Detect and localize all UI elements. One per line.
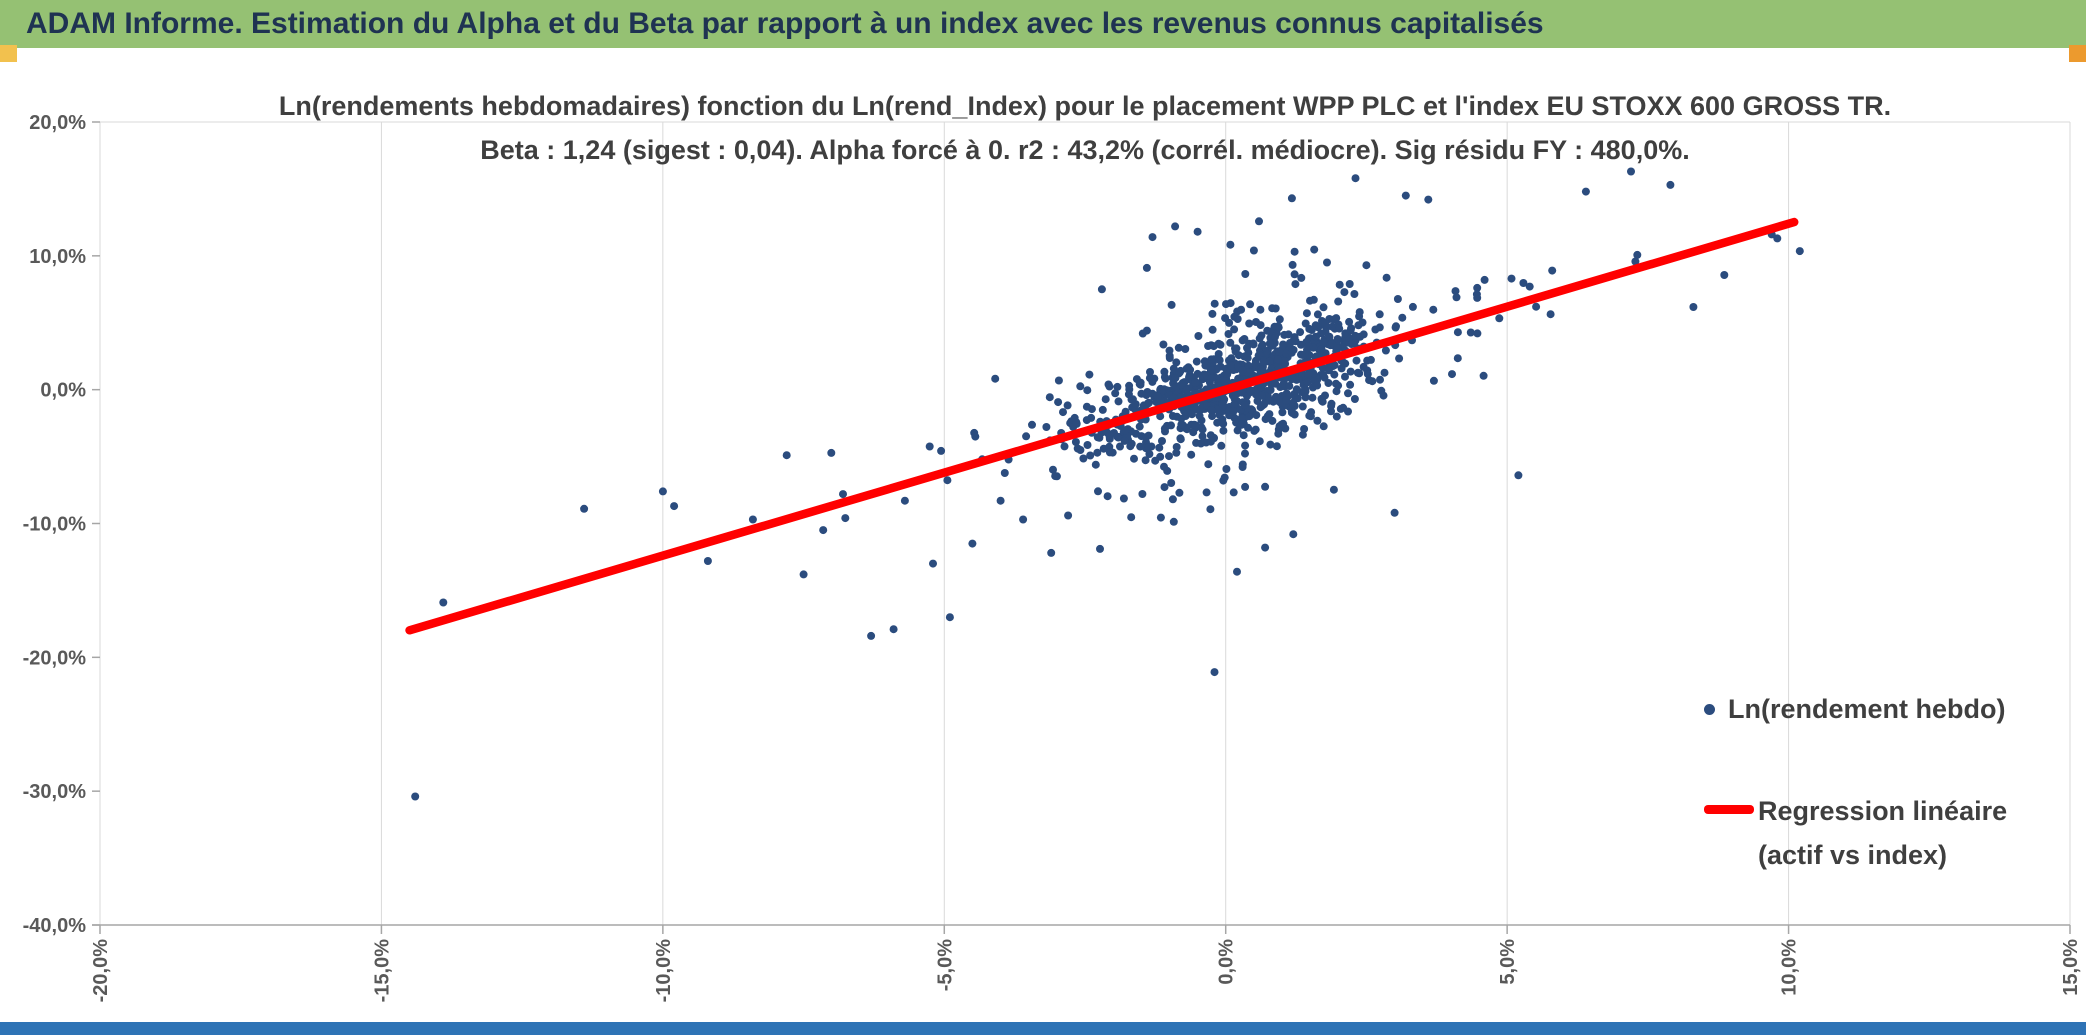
y-tick-label: 20,0% [29, 112, 86, 134]
legend-item-regression[interactable]: Regression linéaire (actif vs index) [1704, 789, 2007, 877]
x-tick-label: -15,0% [371, 939, 393, 1003]
scatter-outlier-point [1210, 668, 1219, 677]
scatter-outlier-point [1233, 567, 1241, 576]
scatter-outlier-point [1773, 234, 1782, 243]
scatter-outlier-point [1047, 548, 1056, 557]
scatter-outlier-point [1249, 246, 1258, 255]
scatter-outlier-point [1390, 508, 1399, 517]
legend: Ln(rendement hebdo) Regression linéaire … [1704, 694, 2007, 877]
y-tick-label: -20,0% [23, 647, 87, 669]
scatter-outlier-point [1581, 187, 1590, 196]
scatter-outlier-point [1289, 530, 1298, 539]
scatter-outlier-point [411, 792, 420, 801]
right-accent-square [2069, 45, 2086, 62]
scatter-points [411, 167, 1804, 801]
scatter-outlier-point [1525, 282, 1534, 291]
scatter-outlier-point [703, 557, 712, 565]
scatter-outlier-point [1480, 275, 1489, 284]
legend-item-scatter[interactable]: Ln(rendement hebdo) [1704, 694, 2007, 725]
legend-label-regression: Regression linéaire (actif vs index) [1758, 789, 2007, 877]
scatter-outlier-point [782, 451, 791, 460]
x-tick-label: -20,0% [90, 939, 112, 1003]
x-tick-label: 0,0% [1216, 939, 1238, 985]
scatter-outlier-point [1142, 263, 1151, 272]
scatter-outlier-point [1514, 471, 1523, 480]
scatter-outlier-point [1193, 227, 1202, 236]
x-tick-label: 15,0% [2060, 939, 2082, 996]
scatter-outlier-point [670, 502, 679, 511]
page-title: ADAM Informe. Estimation du Alpha et du … [26, 7, 1544, 40]
y-axis-labels: 20,0% 10,0% 0,0% -10,0% -20,0% -30,0% -40,0% [23, 112, 87, 937]
x-tick-label: -10,0% [653, 939, 675, 1003]
legend-label-regression-line1: Regression linéaire [1758, 796, 2008, 826]
x-tick-label: -5,0% [934, 939, 956, 991]
y-tick-label: -30,0% [23, 781, 87, 803]
scatter-outlier-point [748, 515, 757, 524]
scatter-outlier-point [968, 539, 977, 548]
scatter-outlier-point [1171, 222, 1180, 231]
scatter-outlier-point [945, 613, 954, 622]
scatter-outlier-point [1424, 195, 1433, 204]
scatter-outlier-point [1548, 266, 1557, 275]
scatter-outlier-point [1452, 293, 1461, 302]
scatter-outlier-point [839, 490, 847, 499]
x-tick-label: 10,0% [1779, 939, 1801, 996]
scatter-outlier-point [1323, 258, 1331, 267]
scatter-outlier-point [1401, 191, 1410, 200]
scatter-outlier-point [929, 559, 937, 568]
axes [92, 121, 2071, 934]
scatter-outlier-point [996, 496, 1005, 505]
scatter-outlier-point [799, 570, 808, 579]
legend-label-regression-line2: (actif vs index) [1758, 840, 1948, 870]
scatter-outlier-point [900, 496, 909, 505]
y-tick-label: 10,0% [29, 246, 86, 268]
scatter-outlier-point [1261, 543, 1270, 552]
scatter-outlier-point [1019, 515, 1028, 524]
regression-line [405, 217, 1799, 635]
x-tick-label: 5,0% [1497, 939, 1519, 985]
header-bar: ADAM Informe. Estimation du Alpha et du … [0, 0, 2086, 48]
scatter-outlier-point [1148, 233, 1157, 242]
scatter-plot: -20,0% -15,0% -10,0% -5,0% 0,0% 5,0% 10,0% 15,0… [23, 112, 2082, 1003]
left-accent-square [0, 45, 17, 62]
y-tick-label: 0,0% [40, 380, 86, 402]
bottom-accent-bar [0, 1022, 2086, 1035]
y-tick-label: -40,0% [23, 915, 87, 937]
scatter-outlier-point [1362, 261, 1371, 270]
y-tick-label: -10,0% [23, 514, 87, 536]
regression-marker-icon [1704, 805, 1754, 814]
scatter-outlier-point [1627, 167, 1635, 176]
scatter-outlier-point [889, 625, 898, 634]
scatter-outlier-point [658, 487, 667, 496]
scatter-outlier-point [1666, 180, 1675, 189]
scatter-outlier-point [867, 631, 876, 640]
legend-label-scatter: Ln(rendement hebdo) [1728, 694, 2006, 724]
scatter-outlier-point [439, 598, 448, 607]
x-axis-labels: -20,0% -15,0% -10,0% -5,0% 0,0% 5,0% 10,0% 15,0… [90, 939, 2082, 1003]
scatter-outlier-point [1097, 285, 1106, 294]
scatter-outlier-point [580, 504, 589, 513]
scatter-marker-icon [1704, 704, 1715, 715]
gridlines [99, 121, 2071, 925]
scatter-outlier-point [1064, 511, 1073, 520]
